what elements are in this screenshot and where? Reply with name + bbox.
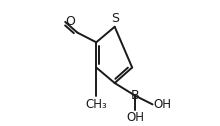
Text: S: S — [111, 12, 119, 25]
Text: B: B — [131, 89, 139, 102]
Text: OH: OH — [153, 98, 171, 111]
Text: OH: OH — [126, 111, 144, 124]
Text: CH₃: CH₃ — [85, 98, 107, 111]
Text: O: O — [65, 15, 75, 28]
